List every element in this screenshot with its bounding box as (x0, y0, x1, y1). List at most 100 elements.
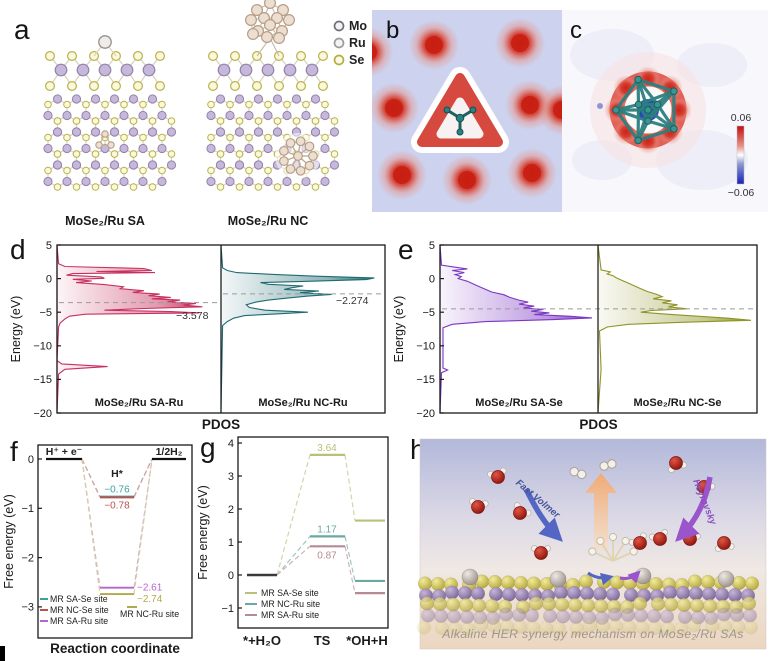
svg-text:1: 1 (228, 537, 234, 549)
panel-label-e: e (398, 234, 414, 265)
svg-text:−1: −1 (21, 503, 34, 515)
ru-single-atom (461, 568, 479, 586)
colorbar-min-label: −0.06 (728, 187, 755, 199)
svg-text:−3: −3 (21, 602, 34, 614)
x-axis-label: Reaction coordinate (50, 641, 180, 656)
pdos-subpanel-title: MoSe₂/Ru NC-Se (633, 397, 721, 409)
volmer-arrow (523, 487, 563, 542)
pdos-subpanel-title: MoSe₂/Ru SA-Ru (95, 397, 184, 409)
panel-b-charge-density-map: b (372, 10, 562, 212)
panel-e-pdos-chart: MoSe₂/Ru SA-Se MoSe₂/Ru NC-Se 5 0 −5 −10 −15 −2… (392, 240, 758, 432)
svg-text:0: 0 (28, 454, 34, 466)
state-label: *+H₂O (243, 633, 281, 648)
energy-value: −0.78 (104, 500, 130, 511)
mo-atom-icon (333, 20, 345, 32)
colorbar-max-label: 0.06 (731, 112, 752, 124)
legend-entry: MR NC-Se site (50, 605, 109, 615)
barrier-value: 1.17 (317, 524, 337, 535)
panel-f-free-energy-diagram: 0 −1 −2 −3 Free energy (eV) Reaction coordina… (2, 444, 193, 656)
svg-text:−10: −10 (416, 341, 435, 353)
svg-text:0: 0 (46, 273, 52, 285)
scan-artifact (0, 646, 5, 661)
h2-molecule (569, 466, 587, 480)
state-label-initial: H⁺ + e⁻ (46, 446, 82, 458)
structure-top-view (206, 94, 340, 191)
svg-text:−2: −2 (21, 552, 34, 564)
svg-text:2: 2 (228, 504, 234, 516)
ru-atom-icon (333, 37, 345, 49)
svg-text:−5: −5 (39, 307, 52, 319)
legend-entry: MR SA-Se site (261, 588, 319, 598)
x-axis-label: PDOS (579, 417, 617, 432)
colorbar (736, 125, 745, 185)
panel-c-charge-density-map: 0.06 −0.06 c (562, 10, 768, 212)
energy-value: −2.74 (137, 594, 163, 605)
svg-text:−15: −15 (416, 374, 435, 386)
mechanism-caption: Alkaline HER synergy mechanism on MoSe₂/… (441, 627, 743, 641)
state-label: *OH+H (346, 633, 388, 648)
water-molecule (648, 529, 668, 546)
svg-text:Mo: Mo (349, 19, 367, 33)
barrier-value: 0.87 (317, 550, 337, 561)
svg-text:−10: −10 (33, 341, 52, 353)
water-molecule (487, 467, 507, 484)
legend-entry: MR SA-Se site (50, 594, 108, 604)
panel-g-free-energy-diagram: 4 3 2 1 0 −1 Free energy (eV) 3.64 1.17 0.87 MR SA… (196, 436, 389, 648)
ru-single-atom (549, 570, 567, 588)
ru-single-atom (634, 567, 652, 585)
svg-text:5: 5 (429, 240, 435, 252)
water-molecule (468, 497, 489, 514)
water-molecule (668, 456, 688, 473)
h2-release-arrow (585, 473, 617, 549)
structure-top-view (43, 94, 177, 191)
water-molecule (714, 536, 735, 553)
svg-text:−15: −15 (33, 374, 52, 386)
svg-text:3: 3 (228, 471, 234, 483)
pdos-curve (56, 244, 203, 414)
structure-caption-nc: MoSe₂/Ru NC (227, 214, 309, 228)
y-axis-label: Energy (eV) (392, 296, 406, 363)
energy-value: −0.76 (104, 484, 130, 495)
energy-value: −2.61 (137, 583, 163, 594)
se-atom-icon (333, 54, 345, 66)
svg-text:0: 0 (429, 273, 435, 285)
state-label-intermediate: H* (111, 468, 124, 480)
pdos-subpanel-title: MoSe₂/Ru NC-Ru (258, 397, 347, 409)
svg-text:0: 0 (228, 570, 234, 582)
state-label: TS (314, 633, 331, 648)
svg-text:Se: Se (349, 53, 364, 67)
svg-text:4: 4 (228, 438, 234, 450)
panel-label-b: b (386, 17, 399, 44)
barrier-value: 3.64 (317, 443, 337, 454)
panel-d-pdos-chart: −3.578 MoSe₂/Ru SA-Ru −2.274 MoSe₂/Ru NC-Ru… (9, 240, 386, 432)
pdos-curve (597, 244, 752, 414)
panel-label-c: c (570, 17, 582, 44)
legend-entry: MR SA-Ru site (50, 616, 108, 626)
structure-side-view (44, 35, 166, 91)
pdos-curve (220, 244, 375, 414)
svg-text:−20: −20 (416, 408, 435, 420)
svg-text:−5: −5 (422, 307, 435, 319)
ru-single-atom (717, 570, 735, 588)
atom-legend: Mo Ru Se (333, 19, 367, 67)
h2-molecule (599, 459, 617, 471)
panel-label-g: g (200, 432, 216, 463)
water-molecule (531, 545, 551, 560)
y-axis-label: Energy (eV) (9, 296, 23, 363)
svg-text:−20: −20 (33, 408, 52, 420)
svg-text:−1: −1 (221, 603, 234, 615)
x-axis-label: PDOS (202, 417, 240, 432)
water-molecule (513, 502, 532, 520)
structure-caption-sa: MoSe₂/Ru SA (65, 214, 145, 228)
panel-label-d: d (10, 234, 26, 265)
legend-entry: MR NC-Ru site (120, 609, 179, 619)
panel-label-a: a (14, 14, 30, 45)
svg-text:Ru: Ru (349, 36, 366, 50)
y-axis-label: Free energy (eV) (2, 494, 16, 588)
svg-text:5: 5 (46, 240, 52, 252)
panel-label-f: f (10, 436, 18, 467)
panel-a-atomic-structures: Mo Ru Se (43, 0, 367, 191)
y-axis-label: Free energy (eV) (196, 485, 210, 579)
